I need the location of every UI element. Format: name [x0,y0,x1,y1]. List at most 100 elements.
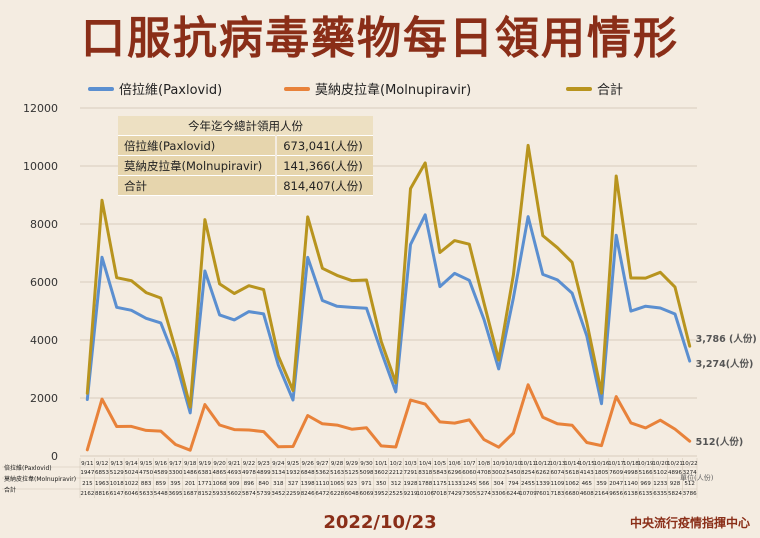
stats-row-paxlovid: 倍拉維(Paxlovid) 673,041(人份) [118,135,373,156]
x-tick-label: 10/21 [667,461,683,467]
table-cell-value: 327 [288,481,299,487]
stats-label: 倍拉維(Paxlovid) [118,135,277,156]
table-cell-value: 1062 [565,481,579,487]
table-cell-value: 1963 [95,481,109,487]
table-cell-value: 3274 [683,470,697,476]
table-cell-value: 4899 [257,470,271,476]
cumulative-stats-table: 今年迄今總計領用人份 倍拉維(Paxlovid) 673,041(人份) 莫納皮… [118,116,373,196]
table-cell-value: 3134 [271,470,285,476]
table-cell-value: 2525 [389,491,403,497]
table-cell-value: 4865 [213,470,227,476]
table-cell-value: 883 [141,481,152,487]
table-cell-value: 5824 [668,491,682,497]
report-date: 2022/10/23 [323,512,437,533]
x-tick-label: 10/4 [419,461,432,467]
table-cell-value: 4896 [668,470,682,476]
table-cell-value: 5450 [506,470,520,476]
stats-row-total: 合計 814,407(人份) [118,175,373,196]
x-tick-label: 10/18 [623,461,639,467]
table-cell-value: 6046 [124,491,138,497]
table-cell-value: 4978 [242,470,256,476]
table-cell-value: 4750 [139,470,153,476]
table-cell-value: 465 [582,481,593,487]
x-tick-label: 9/22 [243,461,255,467]
table-cell-value: 1486 [183,470,197,476]
table-cell-value: 512 [684,481,695,487]
table-cell-value: 6135 [639,491,653,497]
table-cell-value: 10106 [416,491,434,497]
x-tick-label: 10/1 [375,461,387,467]
table-cell-value: 312 [391,481,402,487]
stats-row-molnupiravir: 莫納皮拉韋(Molnupiravir) 141,366(人份) [118,155,373,176]
table-cell-value: 6060 [462,470,476,476]
table-cell-value: 6262 [536,470,550,476]
table-row-label-total: 合計 [4,487,17,494]
table-cell-value: 3002 [492,470,506,476]
table-cell-value: 2212 [389,470,403,476]
table-cell-value: 5874 [242,491,256,497]
table-cell-value: 840 [258,481,269,487]
stats-value: 141,366(人份) [275,155,373,176]
table-cell-value: 395 [170,481,181,487]
legend-swatch-molnupiravir [284,86,310,91]
end-label-molnupiravir: 512(人份) [696,436,744,448]
x-tick-label: 10/6 [448,461,461,467]
table-cell-value: 1947 [80,470,94,476]
table-cell-value: 7609 [609,470,623,476]
table-cell-value: 5163 [330,470,344,476]
table-cell-value: 8816 [95,491,109,497]
table-cell-value: 5933 [213,491,227,497]
table-cell-value: 6296 [448,470,462,476]
table-cell-value: 7429 [448,491,462,497]
table-cell-value: 909 [229,481,240,487]
x-tick-label: 9/14 [125,461,138,467]
y-tick-label: 2000 [30,392,58,405]
x-tick-label: 10/8 [478,461,491,467]
table-cell-value: 923 [347,481,358,487]
table-cell-value: 1233 [653,481,667,487]
table-cell-value: 8318 [418,470,432,476]
table-cell-value: 6335 [653,491,667,497]
x-tick-label: 9/23 [257,461,270,467]
table-cell-value: 566 [479,481,490,487]
table-cell-value: 350 [376,481,387,487]
table-cell-value: 4143 [580,470,594,476]
x-tick-label: 10/2 [390,461,402,467]
table-cell-value: 859 [156,481,167,487]
table-cell-value: 1687 [183,491,197,497]
x-tick-label: 10/3 [404,461,417,467]
x-tick-label: 10/10 [505,461,521,467]
table-cell-value: 1018 [110,481,124,487]
x-tick-label: 9/26 [302,461,315,467]
table-cell-value: 5024 [124,470,138,476]
x-tick-label: 9/24 [272,461,285,467]
stats-label: 莫納皮拉韋(Molnupiravir) [118,155,277,176]
table-cell-value: 5633 [139,491,153,497]
table-cell-value: 1022 [124,481,138,487]
table-cell-value: 5166 [639,470,653,476]
table-cell-value: 304 [493,481,504,487]
table-cell-value: 359 [596,481,607,487]
x-tick-label: 10/20 [652,461,668,467]
x-tick-label: 10/13 [550,461,566,467]
x-tick-label: 9/29 [346,461,359,467]
table-cell-value: 4708 [477,470,491,476]
table-cell-value: 4693 [227,470,241,476]
x-tick-label: 9/11 [81,461,93,467]
table-cell-value: 8246 [301,491,315,497]
table-row-label-paxlovid: 倍拉維(Paxlovid) [4,465,52,472]
y-tick-label: 4000 [30,334,58,347]
table-cell-value: 969 [640,481,651,487]
legend-item-paxlovid: 倍拉維(Paxlovid) [88,79,222,98]
x-tick-label: 9/17 [169,461,182,467]
series-line-molnupiravir [85,383,692,452]
x-tick-label: 10/9 [492,461,505,467]
table-cell-value: 5125 [345,470,359,476]
table-cell-value: 7183 [550,491,564,497]
legend-item-total: 合計 [566,79,623,98]
y-tick-label: 8000 [30,218,58,231]
x-tick-label: 10/5 [434,461,447,467]
table-cell-value: 1065 [330,481,344,487]
page-title: 口服抗病毒藥物每日領用情形 [81,13,679,64]
table-cell-value: 3300 [168,470,182,476]
